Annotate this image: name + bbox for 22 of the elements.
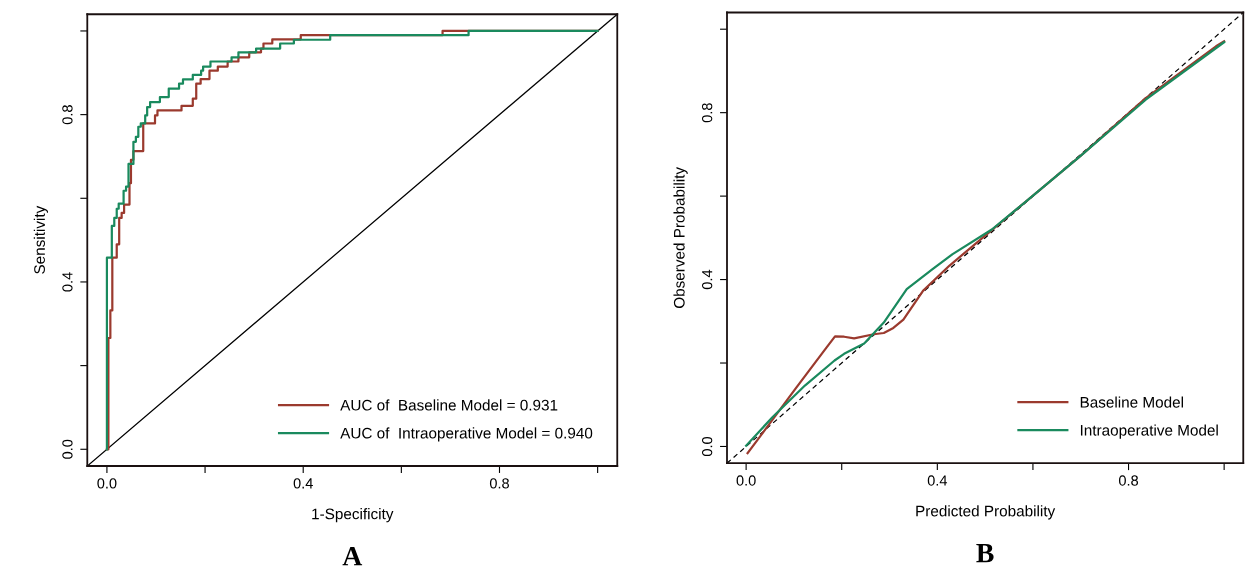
x-tick-label: 0.0 [97, 478, 117, 489]
y-tick-label: 0.4 [701, 269, 713, 290]
x-tick-label: 0.4 [293, 478, 313, 489]
y-tick-label: 0.0 [701, 436, 713, 457]
x-axis-title: 1-Specificity [312, 508, 394, 523]
text: A [342, 546, 363, 566]
x-tick-label: 0.8 [489, 478, 509, 489]
legend-label: Intraoperative Model [1080, 424, 1218, 439]
legend-label: Baseline Model [1080, 396, 1183, 408]
y-axis-title: Sensitivity [33, 205, 48, 274]
x-axis-title: Predicted Probability [916, 505, 1056, 520]
x-tick-label: 0.0 [736, 475, 756, 486]
x-tick-label: 0.8 [1118, 475, 1139, 486]
text: B [976, 544, 994, 563]
y-axis-title: Observed Probability [673, 166, 688, 309]
y-tick-label: 0.8 [62, 105, 73, 125]
legend-label: AUC of Baseline Model = 0.931 [340, 399, 558, 411]
y-tick-label: 0.0 [62, 439, 73, 459]
y-tick-label: 0.8 [701, 103, 713, 123]
legend-label: AUC of Intraoperative Model = 0.940 [340, 427, 593, 442]
y-tick-label: 0.4 [62, 272, 73, 292]
x-tick-label: 0.4 [927, 475, 948, 486]
